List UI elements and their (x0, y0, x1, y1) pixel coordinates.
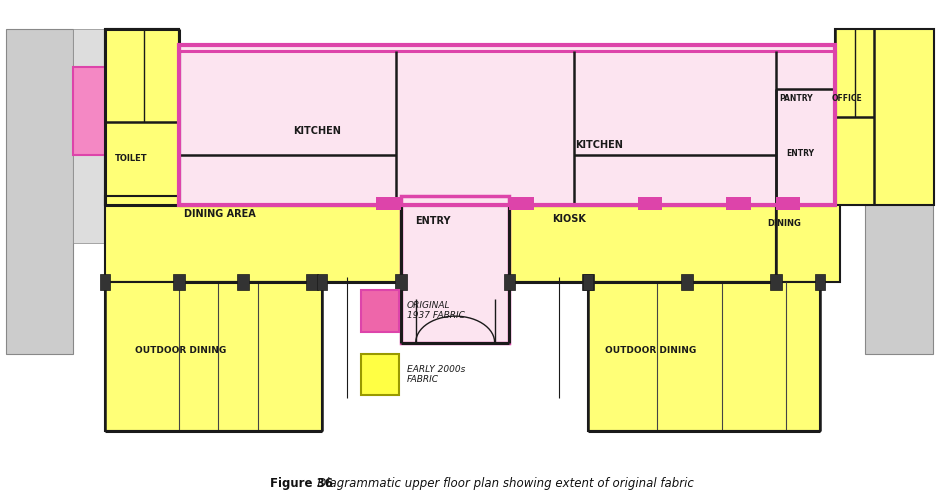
Text: KITCHEN: KITCHEN (293, 126, 341, 136)
Bar (179, 45, 835, 205)
Bar (770, 274, 782, 290)
Text: OFFICE: OFFICE (831, 94, 862, 103)
Bar (179, 45, 835, 205)
Bar (727, 197, 751, 211)
Bar (105, 29, 179, 205)
Bar (582, 274, 594, 290)
Text: DINING AREA: DINING AREA (183, 209, 255, 219)
Bar (638, 197, 662, 211)
Text: OUTDOOR DINING: OUTDOOR DINING (135, 346, 226, 355)
Text: Diagrammatic upper floor plan showing extent of original fabric: Diagrammatic upper floor plan showing ex… (305, 477, 693, 490)
Text: TOILET: TOILET (115, 154, 147, 163)
Bar (589, 282, 820, 431)
Bar (681, 274, 693, 290)
Bar (776, 197, 800, 211)
Bar (835, 29, 933, 205)
Bar (503, 274, 516, 290)
Bar (362, 290, 399, 332)
Text: PANTRY: PANTRY (778, 94, 812, 103)
Bar (362, 354, 399, 395)
Text: DINING: DINING (767, 219, 801, 228)
Bar (583, 274, 593, 290)
Bar (815, 274, 825, 290)
Text: ORIGINAL
1937 FABRIC: ORIGINAL 1937 FABRIC (407, 301, 465, 320)
Text: ENTRY: ENTRY (415, 216, 450, 226)
Bar (173, 274, 185, 290)
Text: Figure 36: Figure 36 (270, 477, 333, 490)
Polygon shape (73, 29, 105, 244)
Bar (377, 197, 401, 211)
Bar (105, 282, 322, 431)
Bar (401, 196, 510, 343)
Bar (510, 197, 534, 211)
Bar (73, 67, 105, 155)
Text: ENTRY: ENTRY (786, 149, 814, 158)
Bar (100, 274, 110, 290)
Bar (776, 95, 840, 282)
Bar (238, 274, 249, 290)
Bar (510, 196, 776, 282)
Bar (306, 274, 318, 290)
Bar (395, 274, 407, 290)
Polygon shape (7, 29, 73, 354)
Polygon shape (865, 29, 932, 354)
Bar (317, 274, 327, 290)
Text: KITCHEN: KITCHEN (576, 139, 623, 150)
Text: KIOSK: KIOSK (553, 214, 587, 224)
Bar (105, 196, 401, 282)
Text: OUTDOOR DINING: OUTDOOR DINING (605, 346, 696, 355)
Text: EARLY 2000s
FABRIC: EARLY 2000s FABRIC (407, 365, 465, 384)
